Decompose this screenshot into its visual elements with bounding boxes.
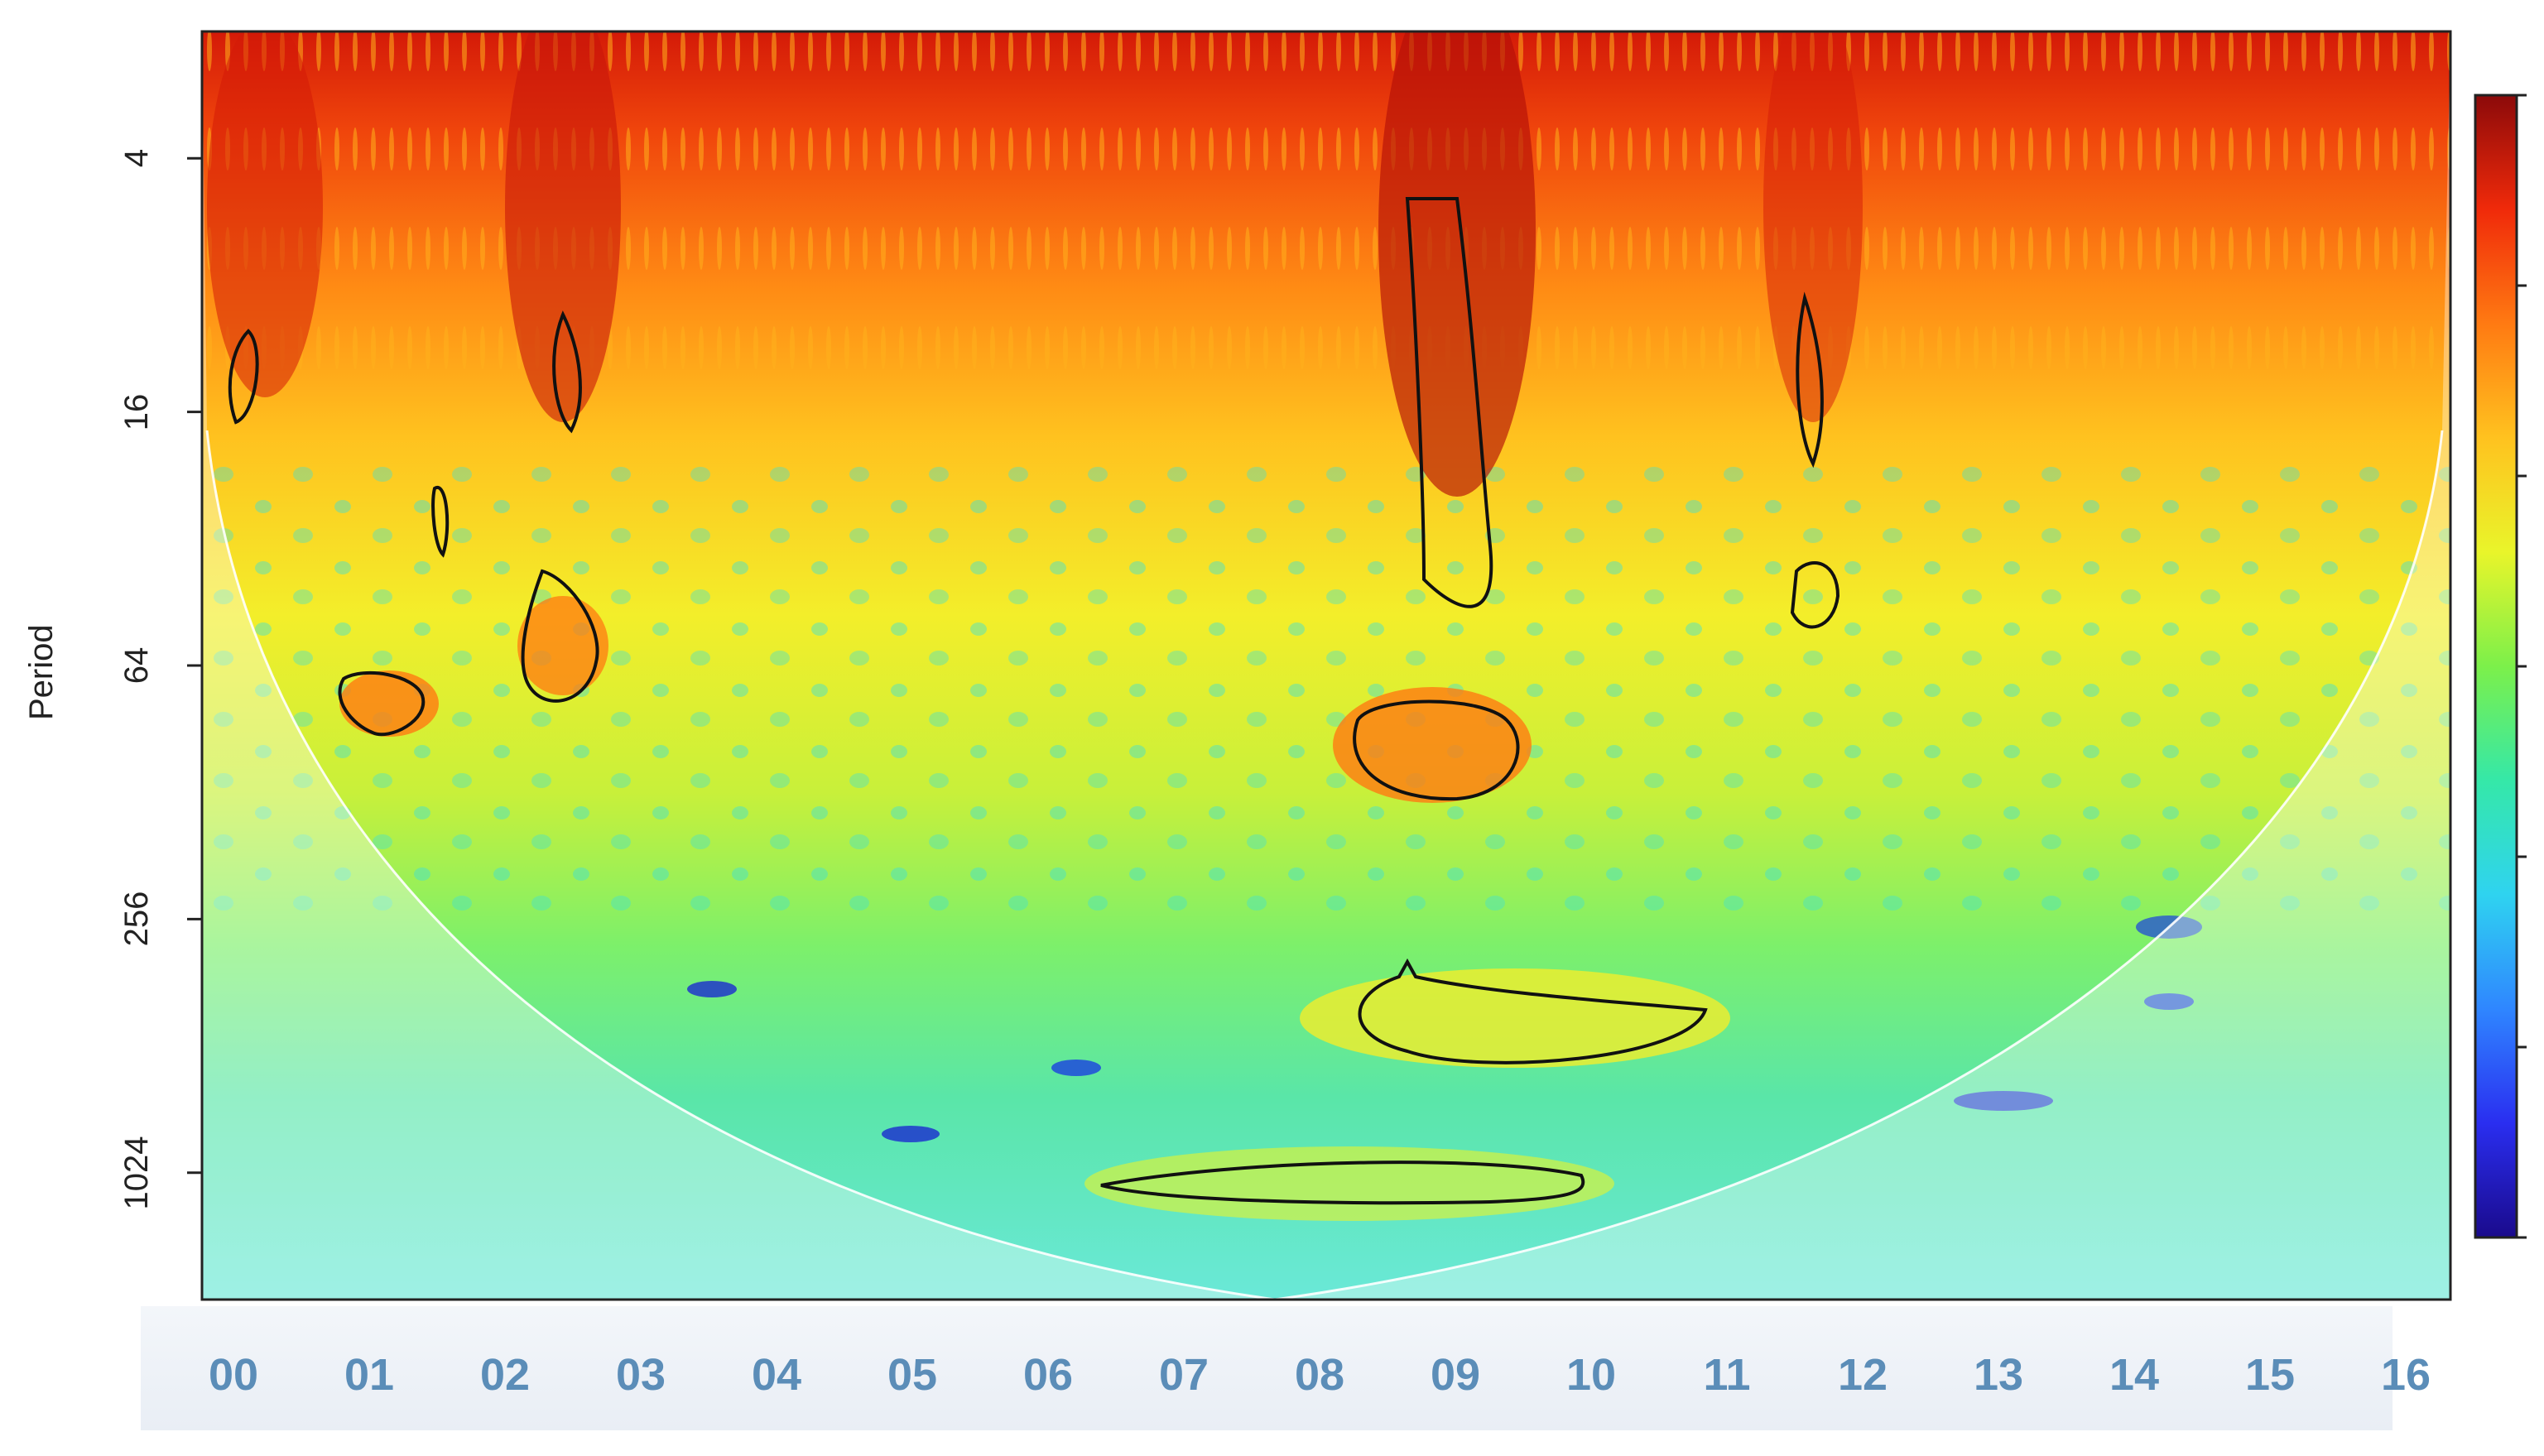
- x-tick-label: 01: [344, 1350, 395, 1400]
- y-tick-label: 256: [118, 891, 155, 947]
- x-tick-label: 13: [1973, 1350, 2024, 1400]
- significance-contours: [228, 197, 1840, 1205]
- colorbar-ticks: [2517, 94, 2527, 1239]
- x-tick-label: 00: [208, 1350, 259, 1400]
- x-axis-label-strip: [141, 1306, 2393, 1430]
- colorbar: [2474, 94, 2518, 1239]
- x-tick-label: 04: [751, 1350, 802, 1400]
- x-tick-label: 16: [2380, 1350, 2431, 1400]
- x-tick-label: 11: [1703, 1350, 1751, 1400]
- x-tick-label: 14: [2109, 1350, 2160, 1400]
- x-tick-label: 09: [1430, 1350, 1481, 1400]
- x-tick-label: 06: [1022, 1350, 1074, 1400]
- x-tick-label: 08: [1294, 1350, 1345, 1400]
- y-tick-label: 16: [118, 393, 155, 430]
- x-tick-label: 02: [479, 1350, 531, 1400]
- y-tick-label: 4: [118, 149, 155, 168]
- y-axis-ticks: [187, 156, 202, 1175]
- power-field: [202, 31, 2450, 1300]
- x-tick-label: 07: [1158, 1350, 1209, 1400]
- x-tick-label: 12: [1837, 1350, 1888, 1400]
- x-tick-label: 05: [887, 1350, 938, 1400]
- y-tick-label: 1024: [118, 1136, 155, 1210]
- y-tick-label: 64: [118, 646, 155, 685]
- x-tick-label: 10: [1565, 1350, 1617, 1400]
- x-tick-label: 03: [615, 1350, 666, 1400]
- x-tick-label: 15: [2244, 1350, 2296, 1400]
- y-axis-label: Period: [23, 624, 60, 720]
